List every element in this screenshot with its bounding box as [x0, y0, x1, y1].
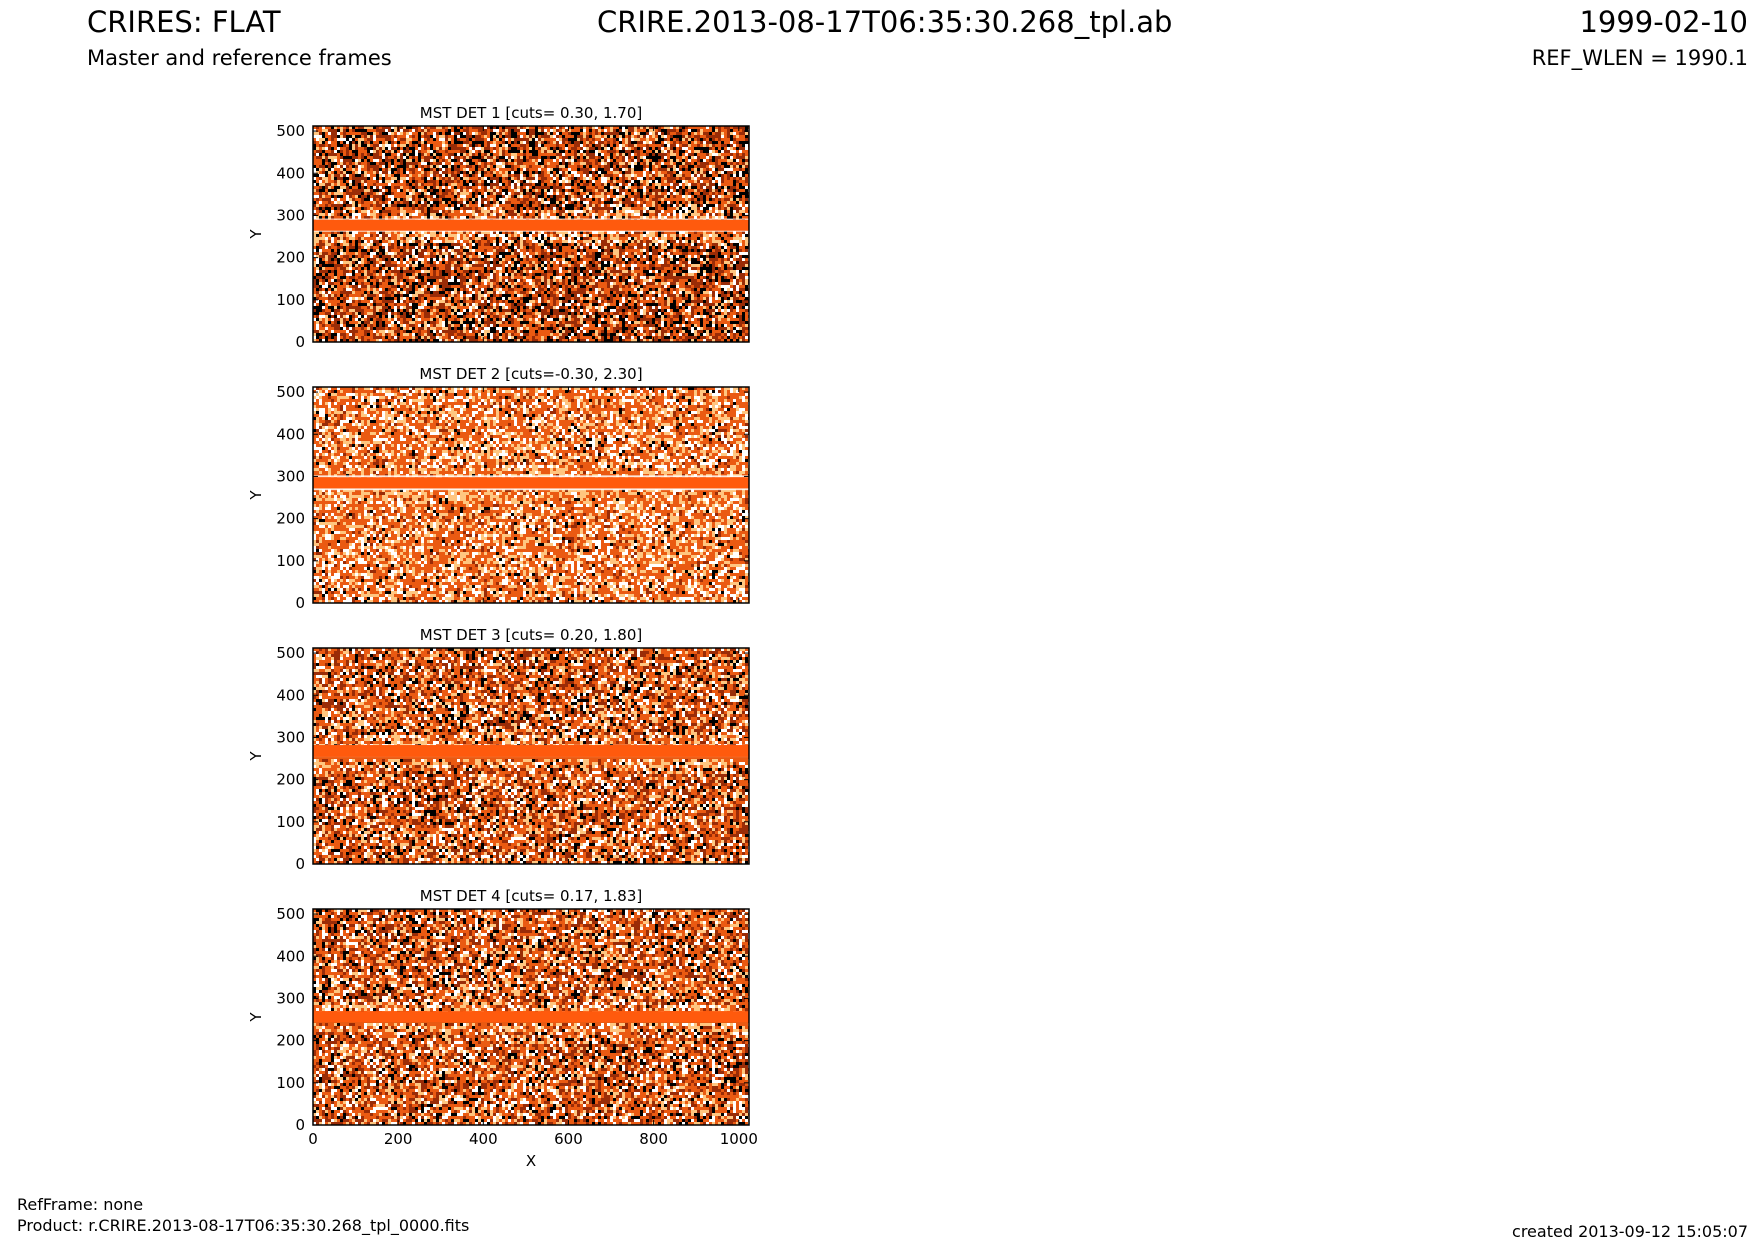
product-label: Product: r.CRIRE.2013-08-17T06:35:30.268… — [17, 1216, 469, 1236]
y-tick-label: 500 — [276, 644, 305, 662]
x-axis-label: X — [526, 1152, 536, 1170]
y-axis-label: Y — [247, 751, 265, 762]
file-name: CRIRE.2013-08-17T06:35:30.268_tpl.ab — [597, 4, 1172, 40]
x-tick-label: 200 — [384, 1130, 413, 1148]
detector-image-4 — [313, 909, 749, 1125]
y-tick-label: 300 — [276, 467, 305, 485]
report-title: CRIRES: FLAT — [87, 4, 281, 40]
detector-plot-1: MST DET 1 [cuts= 0.30, 1.70] 0 100 200 300 40… — [247, 104, 750, 351]
y-tick-label: 0 — [295, 594, 305, 612]
plot-title-4: MST DET 4 [cuts= 0.17, 1.83] — [420, 887, 643, 905]
y-tick-label: 200 — [276, 510, 305, 528]
y-axis-label: Y — [247, 490, 265, 501]
detector-image-3 — [313, 648, 749, 864]
x-tick-label: 800 — [639, 1130, 668, 1148]
x-tick-label: 0 — [308, 1130, 318, 1148]
y-tick-label: 0 — [295, 333, 305, 351]
plot-title-3: MST DET 3 [cuts= 0.20, 1.80] — [420, 626, 643, 644]
date-label: 1999-02-10 — [1579, 4, 1748, 40]
spectrum-band — [313, 745, 749, 757]
y-tick-label: 200 — [276, 249, 305, 267]
y-tick-label: 400 — [276, 947, 305, 965]
x-tick-label: 600 — [554, 1130, 583, 1148]
detector-plot-3: MST DET 3 [cuts= 0.20, 1.80] 0 100 200 300 40… — [247, 626, 750, 873]
y-tick-label: 100 — [276, 291, 305, 309]
y-tick-label: 400 — [276, 686, 305, 704]
spectrum-band — [313, 1011, 749, 1023]
y-tick-label: 100 — [276, 813, 305, 831]
x-tick-label: 400 — [469, 1130, 498, 1148]
detector-plot-4: MST DET 4 [cuts= 0.17, 1.83] 0 100 200 300 40… — [247, 887, 758, 1170]
y-tick-label: 300 — [276, 989, 305, 1007]
detector-image-1 — [313, 126, 749, 342]
x-tick-label: 1000 — [720, 1130, 758, 1148]
y-tick-label: 500 — [276, 383, 305, 401]
created-label: created 2013-09-12 15:05:07 — [1512, 1222, 1748, 1242]
y-tick-label: 500 — [276, 905, 305, 923]
spectrum-band — [313, 219, 749, 231]
detector-image-2 — [313, 387, 749, 603]
ref-wlen-label: REF_WLEN = 1990.1 — [1532, 44, 1748, 72]
plot-title-1: MST DET 1 [cuts= 0.30, 1.70] — [420, 104, 643, 122]
plot-title-2: MST DET 2 [cuts=-0.30, 2.30] — [419, 365, 642, 383]
y-tick-label: 500 — [276, 122, 305, 140]
report-subtitle: Master and reference frames — [87, 44, 392, 72]
spectrum-band — [313, 477, 749, 489]
y-tick-label: 400 — [276, 164, 305, 182]
y-tick-label: 300 — [276, 206, 305, 224]
y-tick-label: 200 — [276, 1032, 305, 1050]
y-tick-label: 100 — [276, 1074, 305, 1092]
y-tick-label: 0 — [295, 855, 305, 873]
y-axis-label: Y — [247, 1012, 265, 1023]
y-tick-label: 0 — [295, 1116, 305, 1134]
detector-plot-2: MST DET 2 [cuts=-0.30, 2.30] 0 100 200 300 40… — [247, 365, 750, 612]
y-tick-label: 300 — [276, 728, 305, 746]
y-tick-label: 200 — [276, 771, 305, 789]
y-tick-label: 100 — [276, 552, 305, 570]
y-tick-label: 400 — [276, 425, 305, 443]
ref-frame-label: RefFrame: none — [17, 1195, 143, 1215]
y-axis-label: Y — [247, 229, 265, 240]
